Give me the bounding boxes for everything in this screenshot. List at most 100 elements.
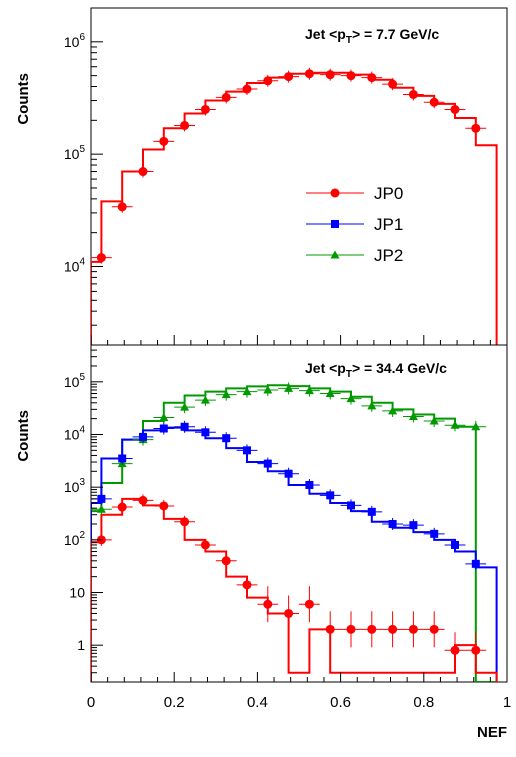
top-y-axis: 104 105 106 bbox=[64, 7, 103, 346]
data-point-jp0 bbox=[382, 611, 403, 648]
circle-marker bbox=[346, 71, 356, 81]
square-marker bbox=[97, 494, 106, 503]
data-point-jp1 bbox=[403, 519, 424, 532]
y-tick-label: 10 bbox=[69, 585, 85, 601]
circle-marker bbox=[221, 92, 231, 102]
triangle-marker bbox=[325, 389, 335, 398]
data-point-jp0 bbox=[195, 538, 216, 551]
data-point-jp0 bbox=[340, 69, 362, 82]
legend-entry-jp2: JP2 bbox=[306, 246, 403, 265]
bottom-points bbox=[91, 382, 487, 669]
square-marker bbox=[201, 428, 210, 437]
data-point-jp1 bbox=[278, 467, 299, 480]
triangle-marker bbox=[180, 402, 190, 411]
square-marker bbox=[159, 424, 168, 433]
data-point-jp1 bbox=[340, 499, 362, 512]
triangle-marker bbox=[388, 406, 398, 415]
data-point-jp1 bbox=[382, 517, 403, 530]
circle-marker bbox=[117, 202, 127, 212]
circle-marker bbox=[242, 580, 252, 590]
circle-marker bbox=[429, 624, 439, 634]
circle-marker bbox=[159, 136, 169, 146]
x-tick-label: 0.4 bbox=[247, 694, 268, 711]
square-marker bbox=[471, 559, 480, 568]
x-axis-label: NEF bbox=[477, 724, 507, 741]
data-point-jp0 bbox=[403, 611, 424, 648]
data-point-jp1 bbox=[319, 489, 341, 502]
data-point-jp0 bbox=[361, 611, 383, 648]
data-point-jp0 bbox=[236, 83, 258, 96]
y-tick-label: 102 bbox=[64, 530, 86, 548]
square-marker bbox=[263, 459, 272, 468]
circle-marker bbox=[367, 73, 377, 83]
data-point-jp2 bbox=[382, 404, 403, 417]
data-point-jp1 bbox=[444, 538, 466, 551]
circle-marker bbox=[221, 556, 231, 566]
data-point-jp0 bbox=[423, 611, 445, 648]
bottom-y-axis: 1 10 102 103 104 105 bbox=[64, 344, 103, 683]
circle-marker bbox=[388, 624, 398, 634]
circle-marker bbox=[325, 70, 335, 80]
circle-marker bbox=[325, 624, 335, 634]
circle-marker bbox=[117, 502, 127, 512]
circle-marker bbox=[408, 89, 418, 99]
legend-label: JP0 bbox=[374, 184, 403, 203]
circle-marker bbox=[388, 79, 398, 89]
x-tick-label: 0.8 bbox=[413, 694, 434, 711]
y-tick-label: 105 bbox=[64, 144, 86, 162]
x-tick-label: 0 bbox=[87, 694, 95, 711]
data-point-jp1 bbox=[465, 557, 487, 570]
circle-marker bbox=[200, 104, 210, 114]
data-point-jp0 bbox=[91, 251, 112, 264]
data-point-jp2 bbox=[195, 394, 216, 407]
data-point-jp0 bbox=[319, 68, 341, 81]
bottom-y-axis-label: Counts bbox=[15, 410, 32, 462]
data-point-jp0 bbox=[195, 103, 216, 116]
legend-label: JP2 bbox=[374, 246, 403, 265]
triangle-marker bbox=[159, 413, 169, 422]
triangle-marker bbox=[450, 420, 460, 429]
data-point-jp2 bbox=[423, 415, 445, 428]
circle-marker bbox=[159, 501, 169, 511]
data-point-jp0 bbox=[299, 67, 320, 80]
data-point-jp0 bbox=[299, 586, 320, 623]
data-point-jp2 bbox=[278, 382, 299, 395]
top-title-sub: T bbox=[346, 35, 352, 46]
data-point-jp1 bbox=[111, 452, 133, 465]
legend-entry-jp0: JP0 bbox=[306, 184, 403, 203]
data-point-jp0 bbox=[111, 501, 133, 514]
circle-marker bbox=[471, 123, 481, 133]
circle-marker bbox=[200, 540, 210, 550]
circle-marker bbox=[180, 517, 190, 527]
data-point-jp0 bbox=[174, 119, 195, 132]
square-marker bbox=[409, 521, 418, 530]
circle-marker bbox=[242, 84, 252, 94]
data-point-jp0 bbox=[215, 91, 237, 104]
legend-square-marker bbox=[331, 220, 339, 228]
circle-marker bbox=[450, 645, 460, 655]
top-x-ticks bbox=[90, 335, 508, 345]
top-title-prefix: Jet <p bbox=[305, 26, 346, 42]
data-point-jp0 bbox=[403, 88, 424, 101]
data-point-jp0 bbox=[215, 554, 237, 567]
triangle-marker bbox=[284, 383, 294, 392]
circle-marker bbox=[284, 608, 294, 618]
data-point-jp2 bbox=[319, 387, 341, 400]
top-panel: 104 105 106 JP0 JP1 JP2 Jet <pT> = 7.7 GeV/c… bbox=[15, 7, 508, 346]
top-points bbox=[91, 67, 487, 264]
data-point-jp0 bbox=[444, 103, 466, 116]
data-point-jp0 bbox=[153, 499, 175, 512]
y-tick-label: 103 bbox=[64, 477, 86, 495]
data-point-jp0 bbox=[236, 578, 258, 591]
legend: JP0 JP1 JP2 bbox=[306, 184, 403, 265]
data-point-jp0 bbox=[382, 78, 403, 91]
data-point-jp2 bbox=[215, 388, 237, 401]
x-tick-label: 0.6 bbox=[330, 694, 351, 711]
bot-title-prefix: Jet <p bbox=[305, 360, 346, 376]
square-marker bbox=[367, 507, 376, 516]
legend-circle-marker bbox=[330, 188, 340, 198]
data-point-jp1 bbox=[153, 422, 175, 435]
data-point-jp1 bbox=[361, 505, 383, 518]
bot-title-suffix: > = 34.4 GeV/c bbox=[352, 360, 447, 376]
